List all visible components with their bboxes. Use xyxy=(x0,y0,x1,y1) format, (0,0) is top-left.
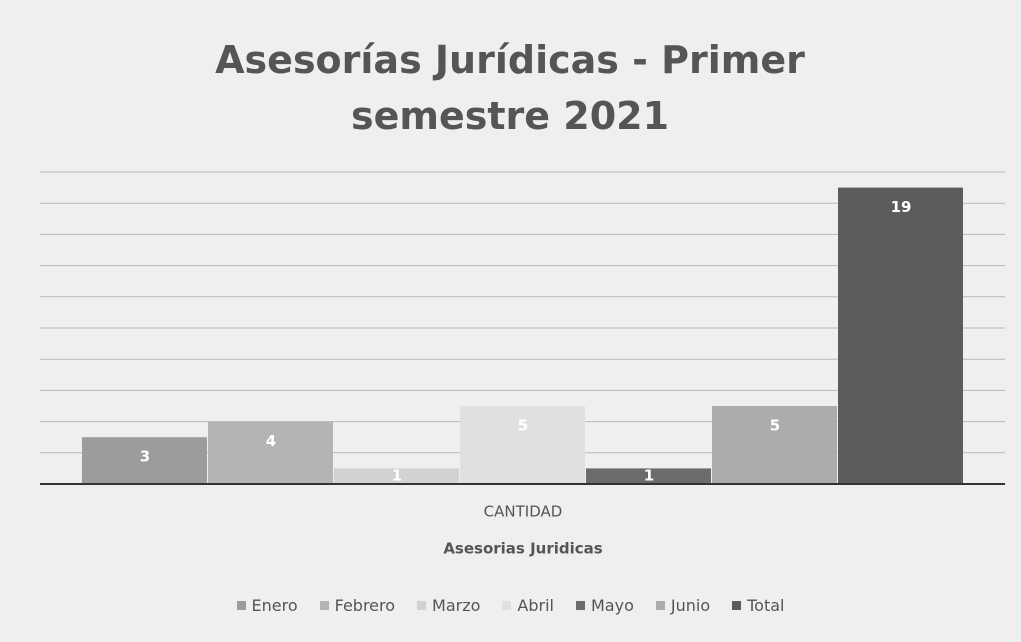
data-label: 5 xyxy=(518,417,528,435)
legend-item: Junio xyxy=(655,596,711,615)
bar xyxy=(334,468,459,484)
legend-swatch xyxy=(576,601,585,610)
legend-item: Abril xyxy=(502,596,554,615)
data-label: 4 xyxy=(266,432,276,450)
bar xyxy=(208,421,333,484)
data-label: 1 xyxy=(644,467,654,485)
legend: Enero Febrero Marzo Abril Mayo Junio Total xyxy=(0,596,1021,615)
legend-label: Marzo xyxy=(432,596,481,615)
chart-title: Asesorías Jurídicas - Primer semestre 20… xyxy=(215,38,805,138)
legend-swatch xyxy=(417,601,427,610)
legend-item: Enero xyxy=(236,596,298,615)
legend-label: Junio xyxy=(670,596,711,615)
legend-label: Mayo xyxy=(591,596,634,615)
legend-label: Febrero xyxy=(334,596,396,615)
bar xyxy=(82,437,207,484)
legend-swatch xyxy=(655,601,665,610)
bar xyxy=(586,468,711,484)
x-axis-label: Asesorias Juridicas xyxy=(443,540,602,558)
legend-item: Febrero xyxy=(319,596,396,615)
legend-item: Marzo xyxy=(417,596,480,615)
legend-swatch xyxy=(236,601,246,610)
bar xyxy=(712,406,837,484)
bar xyxy=(838,187,963,484)
legend-swatch xyxy=(732,601,742,610)
legend-swatch xyxy=(319,601,329,610)
data-label: 5 xyxy=(770,417,780,435)
legend-swatch xyxy=(502,601,512,610)
legend-item: Mayo xyxy=(576,596,634,615)
data-label: 1 xyxy=(392,467,402,485)
x-tick-label: CANTIDAD xyxy=(484,503,563,521)
data-label: 19 xyxy=(891,198,912,216)
bar xyxy=(460,406,585,484)
legend-label: Abril xyxy=(517,596,554,615)
legend-label: Total xyxy=(747,596,785,615)
data-label: 3 xyxy=(140,448,150,466)
legend-label: Enero xyxy=(251,596,298,615)
legend-item: Total xyxy=(732,596,784,615)
